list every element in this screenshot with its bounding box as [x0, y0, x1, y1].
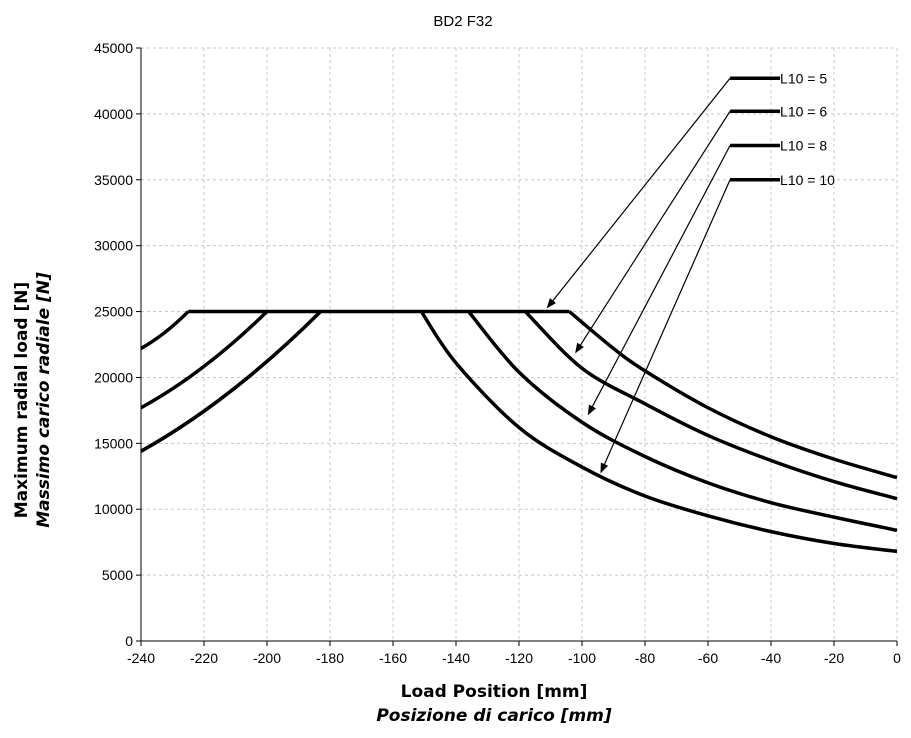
x-axis-label: Load Position [mm] — [401, 682, 588, 702]
x-tick-label: -240 — [127, 650, 155, 666]
x-tick-label: -20 — [824, 650, 844, 666]
series-2-left-line — [140, 310, 269, 410]
y-axis-label-italian: Massimo carico radiale [N] — [34, 272, 54, 528]
series-lines — [140, 309, 898, 554]
y-tick-label: 20000 — [94, 369, 133, 385]
x-tick-label: -180 — [316, 650, 344, 666]
y-tick-label: 35000 — [94, 172, 133, 188]
y-tick-label: 40000 — [94, 106, 133, 122]
legend-label-1: L10 = 5 — [780, 70, 827, 86]
series-4-left-line — [140, 310, 322, 453]
y-tick-label: 10000 — [94, 501, 133, 517]
chart-title: BD2 F32 — [433, 13, 492, 30]
legend-label-2: L10 = 6 — [780, 103, 827, 119]
x-tick-label: 0 — [893, 650, 901, 666]
y-tick-label: 5000 — [102, 567, 133, 583]
x-tick-label: -160 — [379, 650, 407, 666]
annotation-arrows — [546, 77, 731, 474]
legend-label-3: L10 = 8 — [780, 138, 827, 154]
legend-label-4: L10 = 10 — [780, 172, 835, 188]
series-2-right-line — [524, 310, 898, 501]
annotation-arrow-3 — [587, 145, 731, 416]
y-tick-labels: 0 5000 10000 15000 20000 25000 30000 35000 40000… — [94, 40, 133, 649]
annotation-arrow-4 — [600, 179, 731, 474]
y-tick-label: 15000 — [94, 435, 133, 451]
series-3-left-line — [140, 310, 322, 453]
legend: L10 = 5 L10 = 6 L10 = 8 L10 = 10 — [730, 70, 835, 188]
y-tick-label: 25000 — [94, 304, 133, 320]
x-tick-label: -60 — [698, 650, 718, 666]
axes — [136, 47, 898, 646]
y-tick-label: 30000 — [94, 238, 133, 254]
series-4-right-line — [419, 310, 898, 554]
x-tick-label: -40 — [761, 650, 781, 666]
x-tick-labels: -240 -220 -200 -180 -160 -140 -120 -100 -80 -60 -4… — [127, 650, 901, 666]
series-1-right-line — [568, 310, 898, 480]
x-tick-label: -80 — [635, 650, 655, 666]
series-1-left-line — [140, 310, 190, 350]
y-tick-label: 0 — [125, 633, 133, 649]
annotation-arrow-2 — [575, 110, 731, 354]
grid — [141, 47, 898, 641]
x-tick-label: -220 — [190, 650, 218, 666]
x-tick-label: -120 — [505, 650, 533, 666]
x-axis-label-italian: Posizione di carico [mm] — [376, 706, 612, 726]
x-tick-label: -200 — [253, 650, 281, 666]
y-tick-label: 45000 — [94, 40, 133, 56]
y-axis-label: Maximum radial load [N] — [12, 282, 32, 519]
annotation-arrow-1 — [546, 77, 731, 309]
x-tick-label: -100 — [568, 650, 596, 666]
series-3-right-line — [467, 310, 898, 533]
x-tick-label: -140 — [442, 650, 470, 666]
